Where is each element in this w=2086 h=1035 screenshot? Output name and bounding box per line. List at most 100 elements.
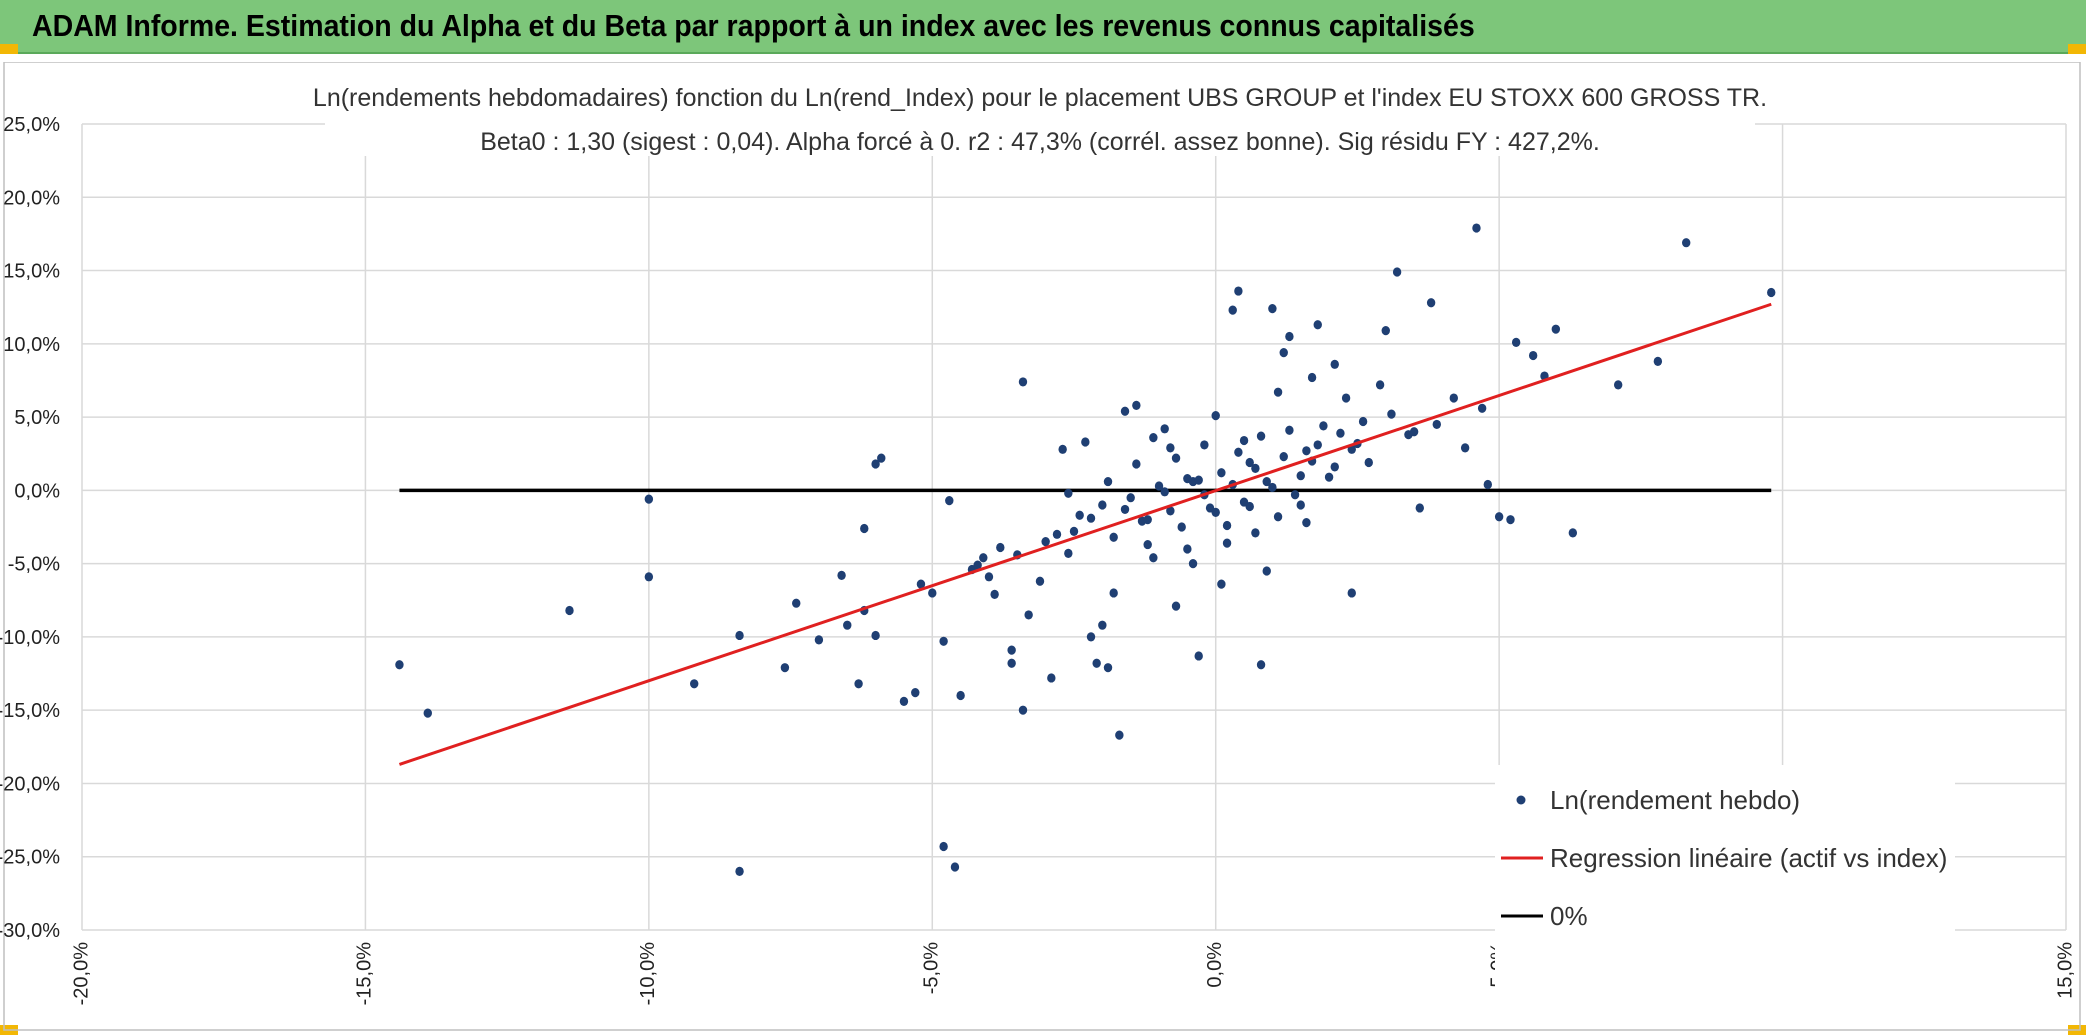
data-point	[1109, 588, 1118, 598]
y-tick-label: 15,0%	[3, 261, 60, 283]
chart-title-line1: Ln(rendements hebdomadaires) fonction du…	[313, 84, 1767, 112]
data-point	[1682, 238, 1691, 248]
data-point	[860, 523, 869, 534]
data-point	[1319, 421, 1328, 431]
data-point	[1092, 658, 1101, 668]
x-tick-label: -20,0%	[70, 942, 92, 1006]
data-point	[1268, 304, 1277, 314]
data-point	[854, 679, 863, 689]
data-point	[1160, 487, 1169, 497]
data-point	[1200, 440, 1209, 450]
data-point	[1103, 476, 1113, 487]
data-point	[1653, 356, 1663, 367]
data-point	[939, 636, 948, 646]
data-point	[1058, 444, 1067, 454]
data-point	[1256, 660, 1266, 670]
y-tick-label: -30,0%	[0, 920, 60, 942]
y-tick-label: -25,0%	[0, 847, 60, 869]
data-point	[1007, 645, 1016, 655]
data-point	[1409, 427, 1419, 437]
data-point	[1052, 529, 1062, 539]
data-point	[792, 598, 801, 608]
data-point	[1018, 377, 1028, 387]
data-point	[1120, 504, 1130, 515]
data-point	[1341, 393, 1351, 403]
data-point	[1256, 431, 1266, 441]
data-point	[1222, 520, 1232, 531]
data-point	[1086, 632, 1096, 642]
data-point	[1115, 730, 1124, 740]
data-point	[1171, 453, 1181, 463]
chart-frame	[3, 62, 2081, 1031]
y-tick-label: -5,0%	[8, 554, 60, 576]
data-point	[956, 690, 965, 701]
data-point	[1279, 452, 1288, 462]
data-point	[1551, 324, 1561, 334]
data-point	[814, 635, 824, 645]
data-point	[1143, 539, 1152, 550]
data-point	[1047, 673, 1056, 683]
data-point	[1109, 532, 1118, 542]
data-point	[1613, 380, 1623, 390]
data-point	[1217, 579, 1226, 589]
x-tick-label: -5,0%	[921, 942, 943, 994]
data-point	[1330, 462, 1339, 472]
data-point	[1279, 348, 1288, 358]
data-point	[1506, 515, 1515, 525]
data-point	[1415, 503, 1424, 513]
data-point	[1239, 497, 1249, 507]
data-point	[1324, 472, 1334, 482]
data-point	[1375, 380, 1385, 390]
y-tick-label: 0,0%	[14, 480, 60, 502]
data-point	[1313, 320, 1322, 330]
data-point	[899, 696, 909, 706]
data-point	[735, 866, 744, 876]
data-point	[1296, 471, 1305, 481]
data-point	[1568, 528, 1578, 538]
data-point	[1285, 331, 1294, 342]
data-point	[973, 560, 982, 570]
data-point	[1449, 393, 1458, 403]
data-point	[1330, 359, 1339, 369]
data-point	[1483, 479, 1493, 490]
data-point	[1767, 287, 1776, 298]
y-tick-label: 25,0%	[3, 114, 60, 136]
legend-label-points: Ln(rendement hebdo)	[1550, 785, 1800, 815]
data-point	[1098, 620, 1107, 630]
data-point	[1143, 515, 1152, 525]
data-point	[1387, 409, 1396, 419]
y-tick-label: -20,0%	[0, 773, 60, 795]
x-tick-label: -15,0%	[354, 942, 376, 1006]
data-point	[1188, 559, 1198, 569]
chart-title-line2: Beta0 : 1,30 (sigest : 0,04). Alpha forc…	[480, 128, 1600, 156]
data-point	[950, 862, 960, 872]
data-point	[1234, 447, 1243, 457]
data-point	[1262, 566, 1271, 576]
data-point	[1268, 482, 1277, 493]
data-point	[871, 459, 880, 469]
data-point	[1285, 425, 1294, 435]
data-point	[1302, 446, 1311, 456]
data-point	[1228, 305, 1237, 315]
data-point	[928, 588, 937, 598]
data-point	[1024, 610, 1033, 620]
data-point	[1273, 512, 1283, 522]
data-point	[1160, 424, 1169, 434]
data-point	[1251, 463, 1260, 473]
data-point	[1358, 416, 1368, 427]
data-point	[1069, 526, 1079, 536]
x-tick-label: -10,0%	[637, 942, 659, 1006]
data-point	[780, 663, 790, 673]
y-tick-label: 5,0%	[14, 407, 60, 429]
y-tick-label: -10,0%	[0, 627, 60, 649]
data-point	[735, 630, 744, 641]
data-point	[1262, 476, 1271, 487]
data-point	[837, 570, 846, 580]
data-point	[1511, 337, 1521, 347]
data-point	[1007, 658, 1016, 668]
data-point	[395, 660, 404, 670]
data-point	[1018, 705, 1028, 715]
header-bar: ADAM Informe. Estimation du Alpha et du …	[0, 0, 2086, 54]
y-tick-label: -15,0%	[0, 700, 60, 722]
data-point	[1064, 488, 1073, 498]
